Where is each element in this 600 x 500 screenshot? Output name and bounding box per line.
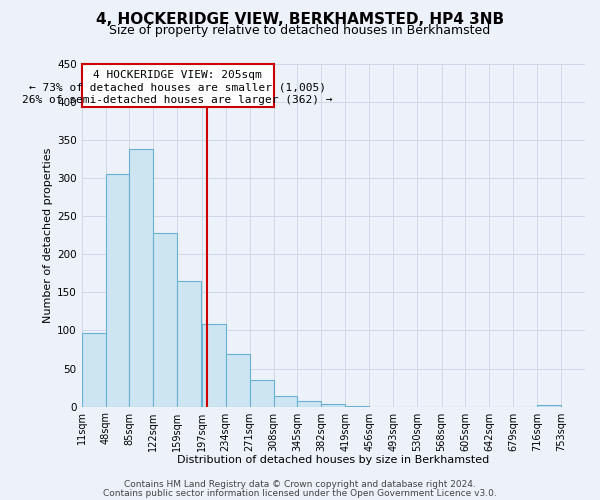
Bar <box>177 281 201 406</box>
Text: Contains HM Land Registry data © Crown copyright and database right 2024.: Contains HM Land Registry data © Crown c… <box>124 480 476 489</box>
Text: 4, HOCKERIDGE VIEW, BERKHAMSTED, HP4 3NB: 4, HOCKERIDGE VIEW, BERKHAMSTED, HP4 3NB <box>96 12 504 28</box>
Text: Size of property relative to detached houses in Berkhamsted: Size of property relative to detached ho… <box>109 24 491 37</box>
Bar <box>322 404 345 406</box>
Y-axis label: Number of detached properties: Number of detached properties <box>43 148 53 323</box>
Bar <box>202 324 226 406</box>
Text: 4 HOCKERIDGE VIEW: 205sqm: 4 HOCKERIDGE VIEW: 205sqm <box>93 70 262 80</box>
Bar <box>130 150 154 406</box>
Text: ← 73% of detached houses are smaller (1,005): ← 73% of detached houses are smaller (1,… <box>29 82 326 92</box>
X-axis label: Distribution of detached houses by size in Berkhamsted: Distribution of detached houses by size … <box>177 455 490 465</box>
Text: Contains public sector information licensed under the Open Government Licence v3: Contains public sector information licen… <box>103 488 497 498</box>
Bar <box>154 233 177 406</box>
Text: 26% of semi-detached houses are larger (362) →: 26% of semi-detached houses are larger (… <box>22 95 333 105</box>
Bar <box>274 396 298 406</box>
Bar <box>298 402 322 406</box>
Bar <box>537 405 561 406</box>
Bar <box>82 332 106 406</box>
FancyBboxPatch shape <box>82 64 274 108</box>
Bar <box>226 354 250 406</box>
Bar <box>250 380 274 406</box>
Bar <box>106 174 130 406</box>
